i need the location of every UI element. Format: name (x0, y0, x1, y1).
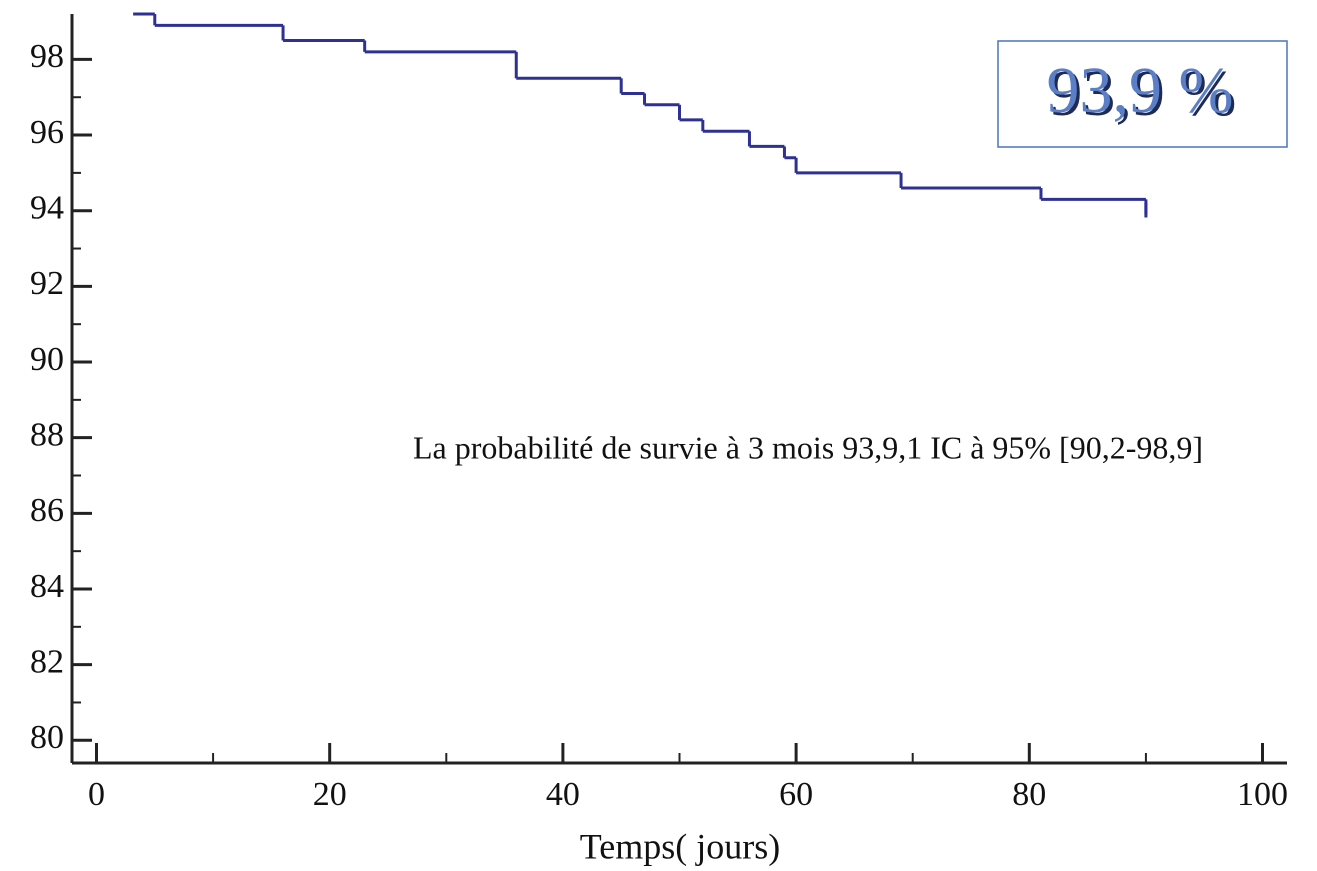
y-tick-label: 80 (30, 719, 64, 756)
y-tick-label: 82 (30, 643, 64, 680)
y-tick-label: 98 (30, 38, 64, 75)
x-tick-label: 0 (88, 776, 105, 813)
x-tick-label: 40 (546, 776, 580, 813)
y-tick-label: 96 (30, 114, 64, 151)
x-tick-label: 20 (313, 776, 347, 813)
y-tick-label: 88 (30, 416, 64, 453)
highlight-box (997, 40, 1288, 148)
y-tick-label: 92 (30, 265, 64, 302)
x-axis-label: Temps( jours) (580, 826, 780, 866)
x-tick-label: 100 (1237, 776, 1288, 813)
highlight-text: 93,9 % (1047, 54, 1234, 127)
x-tick-label: 60 (779, 776, 813, 813)
y-tick-label: 90 (30, 341, 64, 378)
y-tick-label: 84 (30, 568, 64, 605)
annotation: La probabilité de survie à 3 mois 93,9,1… (413, 429, 1203, 465)
y-tick-label: 94 (30, 190, 64, 227)
x-tick-label: 80 (1012, 776, 1046, 813)
y-tick-label: 86 (30, 492, 64, 529)
highlight-shadow: 93,9 % (1050, 57, 1237, 130)
